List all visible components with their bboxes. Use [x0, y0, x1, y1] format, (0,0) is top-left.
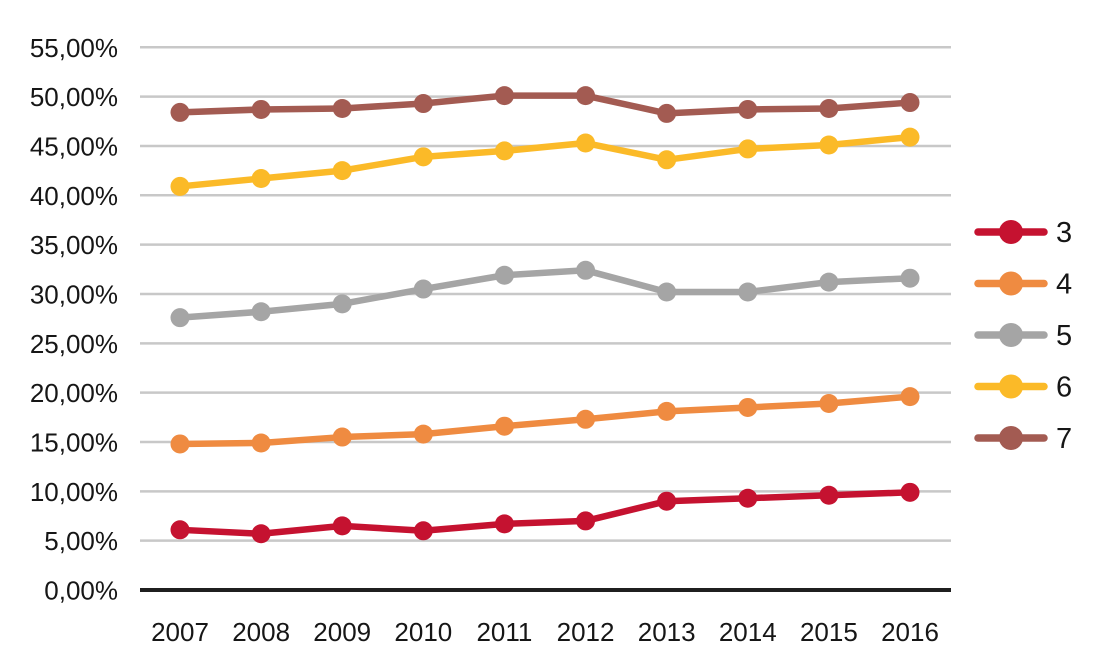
series-point-4	[657, 401, 677, 421]
series-point-7	[413, 94, 433, 114]
y-axis-tick-label: 5,00%	[44, 526, 118, 556]
legend-marker-dot	[999, 374, 1023, 399]
y-axis-tick-label: 30,00%	[30, 279, 118, 309]
series-point-6	[251, 169, 271, 189]
y-axis-tick-label: 55,00%	[30, 33, 118, 63]
series-point-6	[170, 176, 190, 196]
series-point-5	[494, 265, 514, 285]
legend-marker-dot	[999, 271, 1023, 296]
x-axis-tick-label: 2016	[881, 617, 939, 647]
series-point-6	[576, 133, 596, 153]
series-point-3	[413, 521, 433, 541]
series-point-4	[494, 416, 514, 436]
series-point-6	[900, 127, 920, 147]
series-point-6	[332, 161, 352, 181]
y-axis-tick-label: 35,00%	[30, 230, 118, 260]
series-point-3	[494, 514, 514, 534]
series-point-3	[738, 488, 758, 508]
series-point-5	[332, 294, 352, 314]
series-point-7	[900, 93, 920, 113]
series-point-7	[738, 99, 758, 119]
series-line-6	[176, 133, 914, 190]
y-axis-tick-label: 20,00%	[30, 378, 118, 408]
y-axis-tick-label: 15,00%	[30, 427, 118, 457]
series-line-4	[176, 393, 914, 448]
series-point-5	[576, 260, 596, 280]
series-point-5	[413, 279, 433, 299]
x-axis-tick-label: 2007	[151, 617, 209, 647]
series-point-5	[170, 308, 190, 328]
series-point-4	[413, 424, 433, 444]
series-point-6	[738, 139, 758, 159]
legend-label-7: 7	[1056, 423, 1072, 455]
x-axis-tick-label: 2013	[638, 617, 696, 647]
y-axis-tick-label: 25,00%	[30, 329, 118, 359]
series-point-3	[332, 516, 352, 536]
series-point-7	[494, 86, 514, 106]
series-point-4	[251, 433, 271, 453]
series-point-7	[251, 99, 271, 119]
series-line-7	[176, 92, 914, 117]
series-point-7	[170, 102, 190, 122]
y-axis-tick-label: 50,00%	[30, 82, 118, 112]
series-point-7	[332, 98, 352, 118]
y-axis-tick-label: 45,00%	[30, 131, 118, 161]
x-axis-tick-label: 2012	[557, 617, 615, 647]
x-axis-tick-label: 2015	[800, 617, 858, 647]
legend-label-6: 6	[1056, 372, 1072, 404]
series-point-5	[251, 302, 271, 322]
legend-marker-dot	[999, 220, 1023, 244]
series-point-6	[413, 147, 433, 167]
series-point-7	[576, 86, 596, 106]
series-line-5	[176, 267, 914, 321]
series-point-3	[576, 511, 596, 531]
legend-marker-dot	[999, 426, 1023, 450]
series-point-7	[657, 103, 677, 123]
legend-label-4: 4	[1056, 269, 1072, 301]
x-axis-tick-label: 2009	[313, 617, 371, 647]
series-point-3	[251, 524, 271, 544]
series-line-3	[176, 489, 914, 538]
series-point-7	[819, 98, 839, 118]
legend-label-3: 3	[1056, 217, 1072, 249]
x-axis-tick-label: 2010	[394, 617, 452, 647]
series-point-6	[819, 135, 839, 155]
legend-marker-dot	[999, 323, 1023, 347]
x-axis-tick-label: 2014	[719, 617, 777, 647]
series-point-6	[494, 141, 514, 161]
series-point-4	[170, 434, 190, 454]
x-axis-tick-label: 2008	[232, 617, 290, 647]
series-point-5	[738, 282, 758, 302]
series-point-3	[900, 482, 920, 502]
series-point-5	[900, 268, 920, 288]
series-point-4	[819, 394, 839, 414]
series-point-3	[657, 491, 677, 511]
series-point-3	[819, 485, 839, 505]
x-axis-tick-label: 2011	[476, 617, 532, 647]
series-point-5	[657, 282, 677, 302]
series-point-4	[576, 409, 596, 429]
series-point-5	[819, 272, 839, 292]
y-axis-tick-label: 10,00%	[30, 477, 118, 507]
series-point-3	[170, 520, 190, 540]
y-axis-tick-label: 0,00%	[44, 576, 118, 606]
y-axis-tick-label: 40,00%	[30, 181, 118, 211]
series-point-4	[738, 397, 758, 417]
series-point-4	[332, 427, 352, 447]
series-point-4	[900, 387, 920, 407]
series-point-6	[657, 150, 677, 170]
legend-label-5: 5	[1056, 320, 1072, 352]
